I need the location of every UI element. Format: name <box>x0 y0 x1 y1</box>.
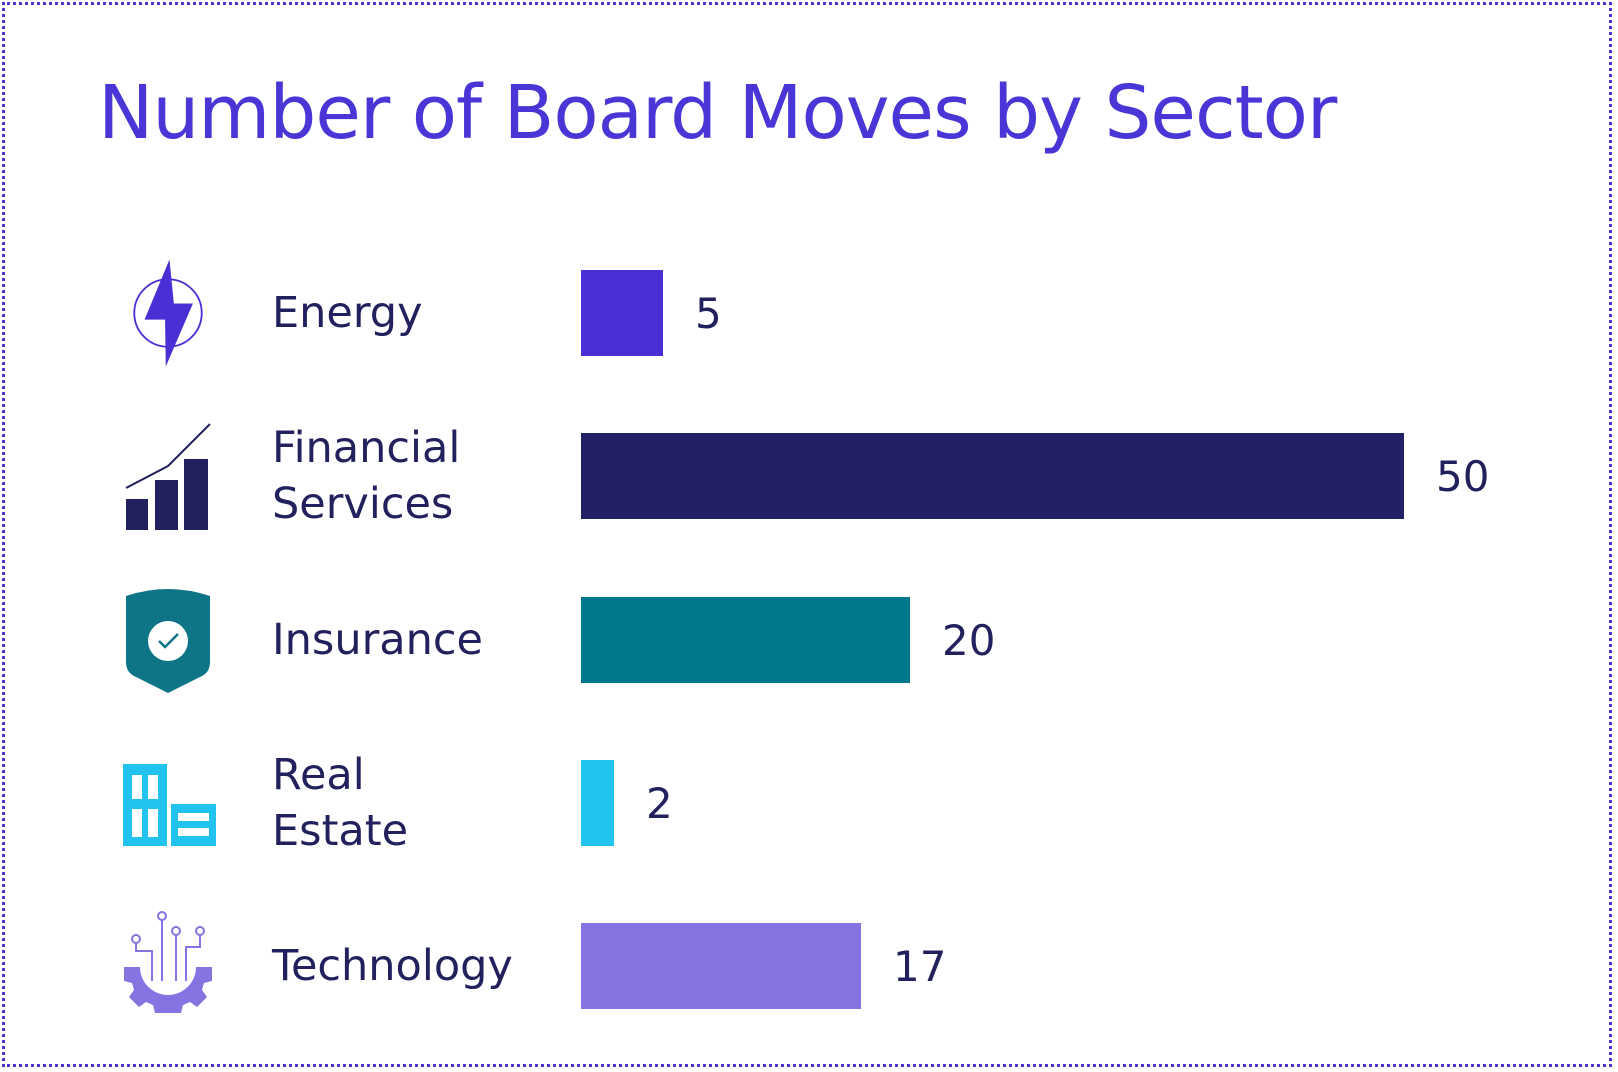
bar <box>581 270 663 356</box>
bar-row-real-estate: Real Estate 2 <box>0 748 1618 858</box>
bar-row-financial-services: Financial Services 50 <box>0 421 1618 531</box>
bar <box>581 597 910 683</box>
bar-row-insurance: Insurance 20 <box>0 585 1618 695</box>
circuit-gear-icon <box>118 911 218 1021</box>
value-label: 17 <box>893 942 947 991</box>
category-label: Financial Services <box>272 423 461 529</box>
value-label: 50 <box>1436 452 1490 501</box>
category-label: Technology <box>272 941 513 991</box>
bar-row-energy: Energy 5 <box>0 258 1618 368</box>
category-label: Real Estate <box>272 750 409 856</box>
chart-title: Number of Board Moves by Sector <box>98 70 1337 156</box>
growth-chart-icon <box>118 421 218 531</box>
value-label: 2 <box>646 779 673 828</box>
bar <box>581 923 861 1009</box>
bar-row-technology: Technology 17 <box>0 911 1618 1021</box>
lightning-icon <box>118 258 218 368</box>
category-label: Energy <box>272 288 423 338</box>
value-label: 20 <box>942 616 996 665</box>
category-label: Insurance <box>272 615 483 665</box>
bar <box>581 433 1404 519</box>
buildings-icon <box>118 748 218 858</box>
value-label: 5 <box>695 289 722 338</box>
bar <box>581 760 614 846</box>
shield-check-icon <box>118 585 218 695</box>
